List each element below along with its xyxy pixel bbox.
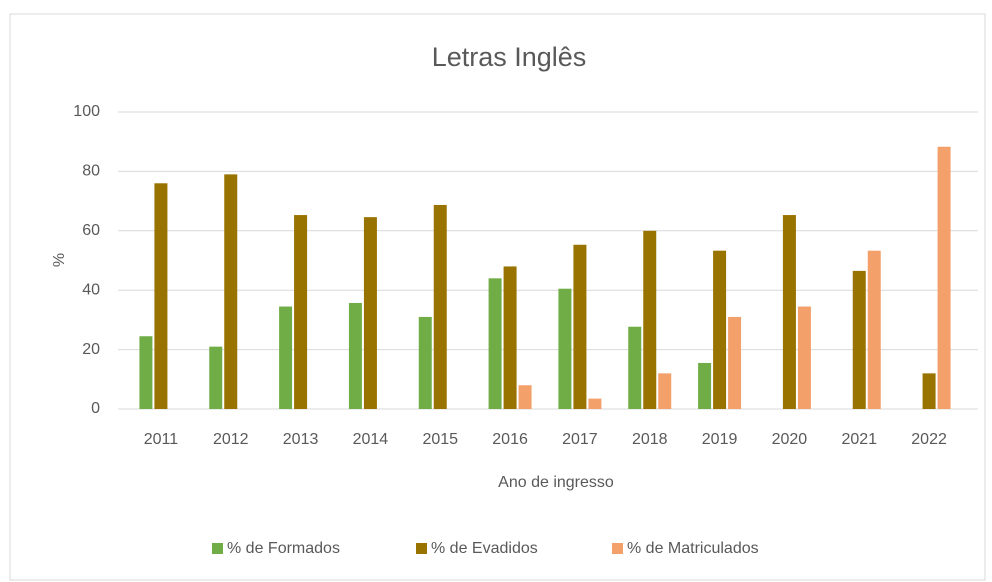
bar [503,266,517,409]
x-tick-label: 2015 [422,431,458,448]
bar [797,306,811,409]
x-tick-label: 2021 [841,431,877,448]
bar [728,316,742,409]
x-axis-label: Ano de ingresso [498,474,614,491]
x-tick-label: 2016 [492,431,528,448]
bar [867,250,881,409]
x-tick-label: 2014 [353,431,389,448]
bar [348,302,362,409]
bar [658,373,672,409]
bar [518,385,532,409]
bar [363,217,377,409]
legend-swatch [612,543,623,554]
legend-label: % de Evadidos [431,540,538,557]
bar [922,373,936,409]
legend-label: % de Matriculados [627,540,759,557]
y-tick-label: 40 [82,281,100,298]
y-tick-label: 100 [73,103,100,120]
y-tick-label: 0 [91,400,100,417]
bar [937,146,951,409]
chart-title: Letras Inglês [432,42,587,72]
bar [628,326,642,409]
x-tick-label: 2018 [632,431,668,448]
bar [698,362,712,409]
bar [139,336,153,409]
legend-label: % de Formados [227,540,340,557]
bar [279,306,293,409]
bar [209,346,223,409]
x-tick-label: 2019 [702,431,738,448]
x-tick-label: 2011 [144,431,179,448]
bar [294,215,308,409]
y-axis-label: % [51,253,68,267]
bar [713,250,727,409]
x-tick-label: 2013 [283,431,319,448]
bar [588,398,602,409]
x-tick-label: 2020 [772,431,808,448]
bar [782,215,796,409]
y-tick-label: 80 [82,163,100,180]
legend-swatch [416,543,427,554]
legend-swatch [212,543,223,554]
bar [418,316,432,409]
y-tick-label: 60 [82,222,100,239]
bar [643,230,657,409]
bar [154,183,168,409]
bar [558,288,572,409]
y-tick-label: 20 [82,341,100,358]
x-tick-label: 2017 [562,431,598,448]
x-tick-label: 2022 [911,431,947,448]
bar [488,278,502,409]
x-tick-label: 2012 [213,431,249,448]
bar [852,270,866,409]
bar [433,204,447,409]
bar [573,244,587,409]
bar [224,174,238,409]
